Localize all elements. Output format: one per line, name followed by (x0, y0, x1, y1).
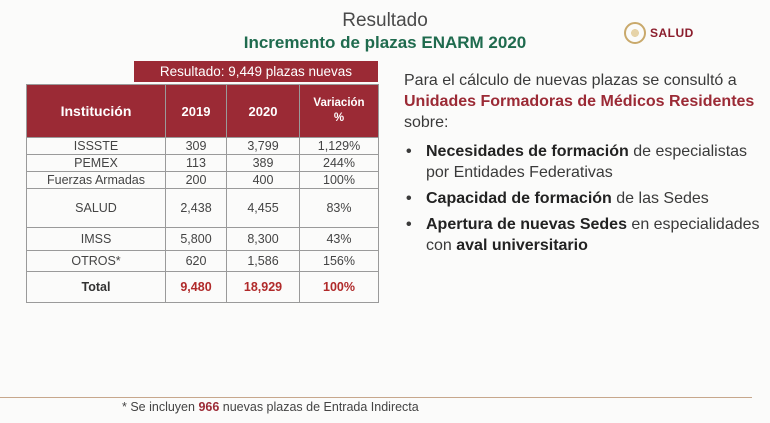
seal-icon (624, 22, 646, 44)
cell-institucion: IMSS (26, 227, 166, 251)
cell-2020: 4,455 (226, 188, 300, 228)
cell-institucion: PEMEX (26, 154, 166, 172)
result-banner: Resultado: 9,449 plazas nuevas (134, 61, 378, 82)
cell-2019: 620 (165, 250, 227, 272)
table-row: IMSS 5,800 8,300 43% (26, 227, 379, 251)
table-row: OTROS* 620 1,586 156% (26, 250, 379, 272)
footnote: * Se incluyen 966 nuevas plazas de Entra… (122, 400, 419, 414)
cell-variacion: 43% (299, 227, 379, 251)
intro-end: sobre: (404, 114, 449, 131)
cell-2020: 1,586 (226, 250, 300, 272)
cell-2020: 389 (226, 154, 300, 172)
footnote-number: 966 (198, 400, 220, 414)
cell-2019: 2,438 (165, 188, 227, 228)
table-row: Fuerzas Armadas 200 400 100% (26, 171, 379, 189)
plazas-table: Institución 2019 2020 Variación% ISSSTE … (26, 84, 379, 303)
header-variacion-label: Variación (313, 97, 365, 109)
cell-2019: 309 (165, 137, 227, 155)
cell-2020: 3,799 (226, 137, 300, 155)
cell-institucion: OTROS* (26, 250, 166, 272)
cell-2020: 400 (226, 171, 300, 189)
slide-title: Resultado (342, 10, 428, 31)
header-institucion: Institución (26, 84, 166, 138)
list-item: • Necesidades de formación de especialist… (404, 141, 764, 183)
slide-title-block: Resultado Incremento de plazas ENARM 202… (0, 10, 770, 54)
intro-text: Para el cálculo de nuevas plazas se cons… (404, 72, 737, 89)
item-text: de las Sedes (611, 190, 709, 207)
header-2019: 2019 (165, 84, 227, 138)
explanation-text: Para el cálculo de nuevas plazas se cons… (404, 70, 764, 261)
table-row: ISSSTE 309 3,799 1,129% (26, 137, 379, 155)
intro-paragraph: Para el cálculo de nuevas plazas se cons… (404, 70, 764, 133)
cell-institucion: ISSSTE (26, 137, 166, 155)
table-row: PEMEX 113 389 244% (26, 154, 379, 172)
cell-2020: 8,300 (226, 227, 300, 251)
slide-subtitle: Incremento de plazas ENARM 2020 (243, 33, 527, 52)
cell-2019: 113 (165, 154, 227, 172)
footnote-text-end: nuevas plazas de Entrada Indirecta (219, 400, 419, 414)
list-item: • Apertura de nuevas Sedes en especialida… (404, 214, 764, 256)
cell-2019: 5,800 (165, 227, 227, 251)
bullet-icon: • (406, 143, 412, 160)
cell-institucion: Fuerzas Armadas (26, 171, 166, 189)
item-text: en especialidades con (426, 216, 760, 254)
total-2020: 18,929 (226, 271, 300, 303)
bullet-icon: • (406, 216, 412, 233)
footer-divider (0, 397, 752, 398)
salud-logo: SALUD (624, 22, 694, 44)
list-item: • Capacidad de formación de las Sedes (404, 188, 764, 209)
total-2019: 9,480 (165, 271, 227, 303)
cell-variacion: 100% (299, 171, 379, 189)
item-bold: Necesidades de formación (426, 143, 629, 160)
header-2020: 2020 (226, 84, 300, 138)
item-text: de especialistas por Entidades Federativ… (426, 143, 748, 181)
total-variacion: 100% (299, 271, 379, 303)
cell-variacion: 83% (299, 188, 379, 228)
header-variacion-unit: % (333, 112, 345, 124)
cell-variacion: 1,129% (299, 137, 379, 155)
item-bold: Apertura de nuevas Sedes (426, 216, 627, 233)
header-variacion: Variación% (299, 84, 379, 138)
item-bold: Capacidad de formación (426, 190, 612, 207)
cell-variacion: 156% (299, 250, 379, 272)
cell-2019: 200 (165, 171, 227, 189)
table-header-row: Institución 2019 2020 Variación% (26, 84, 379, 138)
footnote-text: * Se incluyen (122, 400, 199, 414)
table-row: SALUD 2,438 4,455 83% (26, 188, 379, 228)
intro-highlight: Unidades Formadoras de Médicos Residente… (404, 93, 755, 110)
criteria-list: • Necesidades de formación de especialist… (404, 141, 764, 256)
cell-variacion: 244% (299, 154, 379, 172)
bullet-icon: • (406, 190, 412, 207)
logo-name: SALUD (650, 26, 694, 40)
item-bold-2: aval universitario (456, 237, 588, 254)
cell-institucion: SALUD (26, 188, 166, 228)
table-total-row: Total 9,480 18,929 100% (26, 271, 379, 303)
total-label: Total (26, 271, 166, 303)
